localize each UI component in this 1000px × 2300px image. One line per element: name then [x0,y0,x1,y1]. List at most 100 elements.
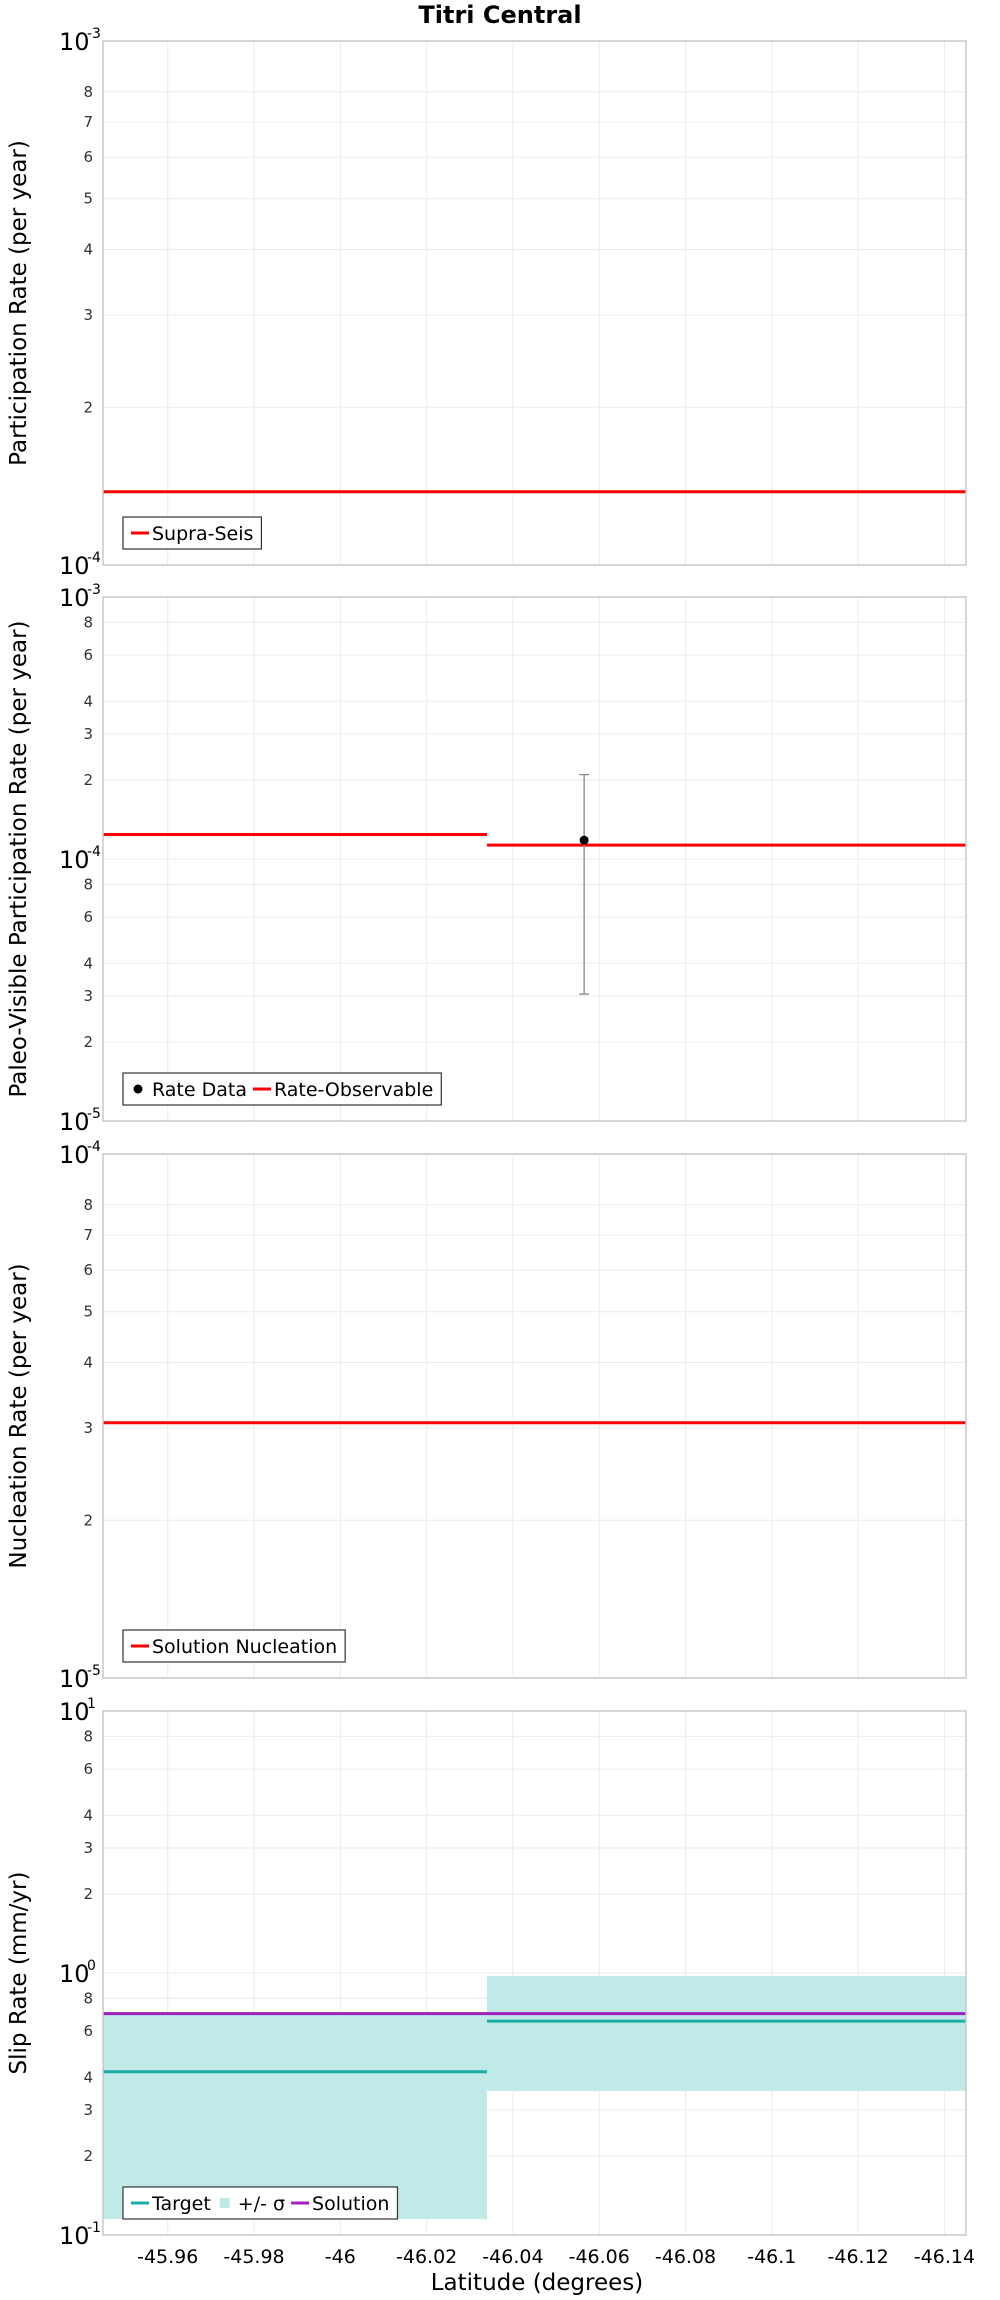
gridlines [103,596,966,1122]
sigma-band-segment [487,1975,966,2091]
y-minor-tick-label: 6 [83,1261,93,1279]
y-major-tick-label: 100 [59,1958,96,1988]
y-minor-tick-label: 8 [83,875,93,893]
y-axis-title: Slip Rate (mm/yr) [6,1872,32,2075]
legend-label: Target [151,2193,211,2215]
legend-label: Rate-Observable [274,1079,433,1101]
y-major-tick-label: 101 [59,1696,96,1726]
tick-exponent: -5 [87,1663,101,1679]
y-minor-tick-label: 8 [83,1727,93,1745]
legend-item: +/- σ [219,2193,285,2215]
legend-swatch-dot [133,1084,143,1094]
x-axis-title: Latitude (degrees) [431,2270,644,2296]
plot-area [103,41,966,565]
legend-item: Solution [291,2193,389,2215]
y-minor-tick-label: 8 [83,83,93,101]
x-tick-label: -46.06 [569,2246,630,2268]
tick-base: 10 [59,2222,90,2250]
y-major-tick-label: 10-3 [59,26,101,56]
y-major-tick-label: 10-5 [59,1106,101,1136]
y-major-tick-label: 10-4 [59,844,101,874]
y-minor-tick-label: 2 [83,398,93,416]
y-major-tick-label: 10-1 [59,2220,101,2250]
y-minor-tick-label: 8 [83,1196,93,1214]
legend-frame [122,1072,442,1106]
tick-exponent: 1 [87,1696,96,1712]
legend-item: Target [131,2193,211,2215]
x-tick-label: -46.1 [747,2246,796,2268]
x-tick-label: -46 [325,2246,356,2268]
legend-label: Solution [312,2193,389,2215]
y-axis-title: Paleo-Visible Participation Rate (per ye… [6,620,32,1097]
x-tick-label: -46.04 [482,2246,543,2268]
y-minor-tick-label: 4 [83,2068,93,2086]
y-minor-tick-label: 5 [83,1303,93,1321]
tick-exponent: -5 [87,1106,101,1122]
tick-exponent: 0 [87,1958,96,1974]
tick-base: 10 [59,846,90,874]
series-rate-observable [103,833,966,847]
tick-exponent: -1 [87,2220,101,2236]
y-minor-tick-label: 2 [83,1511,93,1529]
y-minor-tick-label: 3 [83,987,93,1005]
tick-exponent: -4 [87,1139,101,1155]
y-minor-tick-label: 2 [83,1033,93,1051]
y-minor-tick-label: 3 [83,1419,93,1437]
x-tick-label: -46.02 [396,2246,457,2268]
chart-title: Titri Central [418,1,581,29]
legend-item: Solution Nucleation [131,1636,337,1658]
legend-frame [122,1629,346,1663]
y-minor-tick-label: 6 [83,908,93,926]
series-target [103,2019,966,2074]
plot-frame [102,596,967,1122]
tick-exponent: -4 [87,844,101,860]
tick-exponent: -4 [87,550,101,566]
legend-label: +/- σ [238,2193,285,2215]
legend: Supra-Seis [122,516,263,550]
y-minor-tick-label: 6 [83,2022,93,2040]
sigma-band-segment [103,2011,488,2220]
y-major-tick-label: 10-4 [59,1139,101,1169]
y-major-tick-label: 10-4 [59,550,101,580]
legend: Solution Nucleation [122,1629,346,1663]
y-axis-title: Nucleation Rate (per year) [6,1263,32,1568]
y-minor-tick-label: 3 [83,725,93,743]
tick-exponent: -3 [87,582,101,598]
y-minor-tick-label: 2 [83,2147,93,2165]
legend-item: Rate-Observable [252,1079,433,1101]
tick-base: 10 [59,28,90,56]
tick-base: 10 [59,584,90,612]
y-major-tick-label: 10-5 [59,1663,101,1693]
band--series [103,1975,966,2220]
x-tick-label: -46.14 [914,2246,975,2268]
rate-data-point [579,773,590,995]
legend-swatch-square [219,2198,230,2208]
plot-area [103,1154,966,1678]
legend-item: Rate Data [133,1079,247,1101]
x-tick-label: -46.08 [655,2246,716,2268]
y-minor-tick-label: 4 [83,1806,93,1824]
plot-frame [102,1153,967,1679]
y-minor-tick-label: 3 [83,2101,93,2119]
legend: Rate Data Rate-Observable [122,1072,442,1106]
legend-label: Supra-Seis [152,523,253,545]
y-minor-tick-label: 4 [83,1354,93,1372]
x-tick-label: -46.12 [828,2246,889,2268]
tick-base: 10 [59,1108,90,1136]
x-tick-labels: -45.96 -45.98 -46 -46.02 -46.04 -46.06 -46.08 -… [137,2246,975,2268]
x-tick-label: -45.98 [223,2246,284,2268]
y-minor-tick-label: 4 [83,954,93,972]
y-minor-tick-label: 6 [83,646,93,664]
legend-label: Solution Nucleation [152,1636,337,1658]
y-axis-title: Participation Rate (per year) [6,140,32,466]
y-minor-tick-label: 6 [83,1760,93,1778]
tick-base: 10 [59,1960,90,1988]
y-minor-tick-label: 3 [83,306,93,324]
